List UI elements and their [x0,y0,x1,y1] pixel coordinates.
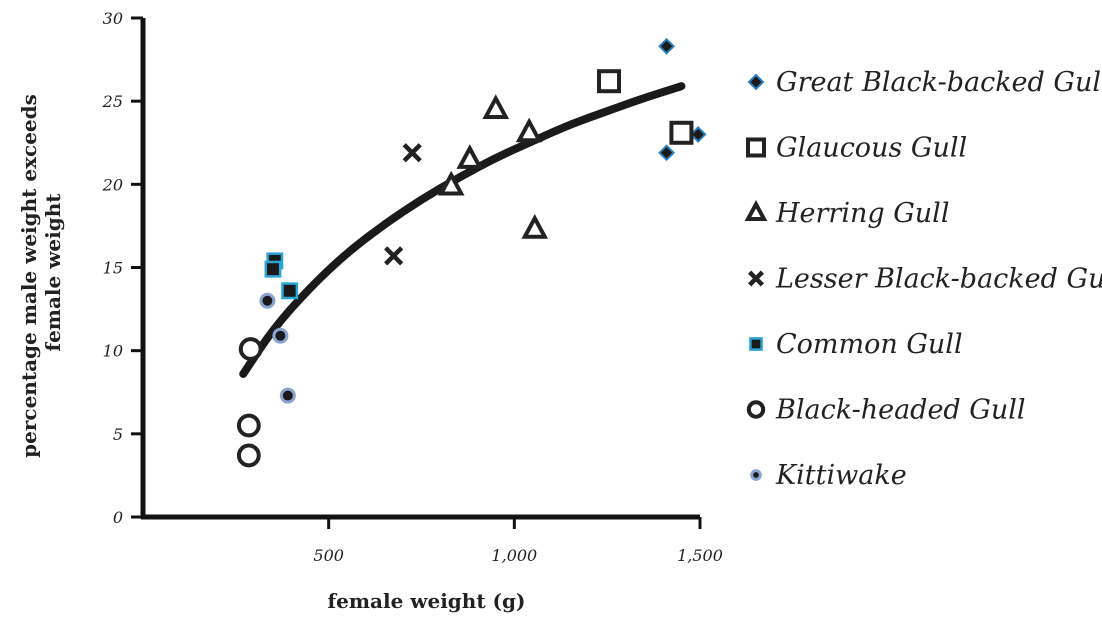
legend-label-herring-gull: Herring Gull [775,198,949,229]
legend-label-common-gull: Common Gull [776,329,963,360]
point-glaucous-gull [597,69,622,94]
legend-marker-great-black-backed-gull [747,73,765,91]
point-black-headed-gull [236,413,261,438]
y-tick-label: 10 [103,342,123,361]
point-black-headed-gull [238,337,263,361]
point-great-black-backed-gull [658,144,675,162]
legend-label-lesser-black-backed-gull: Lesser Black-backed Gull [775,264,1102,295]
x-tick-label: 500 [313,546,344,565]
point-common-gull [264,260,282,278]
data-points [236,37,707,468]
point-black-headed-gull [236,443,261,468]
x-tick-label: 1,500 [677,546,723,565]
point-common-gull [281,282,299,300]
point-lesser-black-backed-gull [384,246,404,266]
point-herring-gull [521,214,549,239]
legend-item-herring-gull: Herring Gull [744,198,949,229]
point-kittiwake [272,327,289,344]
point-kittiwake [279,387,296,404]
trendline [239,82,686,378]
y-tick-label: 5 [113,425,123,444]
legend-label-glaucous-gull: Glaucous Gull [776,133,967,164]
legend-item-glaucous-gull: Glaucous Gull [746,133,967,164]
legend-item-kittiwake: Kittiwake [750,460,907,491]
legend-marker-glaucous-gull [746,137,766,158]
legend-marker-kittiwake [750,469,762,481]
legend-label-kittiwake: Kittiwake [775,460,907,491]
point-herring-gull [482,94,510,119]
point-herring-gull [515,117,543,143]
x-axis-ticks: 500 1,000 1,500 [313,517,723,565]
legend-item-great-black-backed-gull: Great Black-backed Gull [747,67,1102,98]
legend: Great Black-backed Gull Glaucous Gull Herr… [744,67,1102,491]
y-axis-title-line-2: female weight [41,193,65,352]
legend-label-great-black-backed-gull: Great Black-backed Gull [776,67,1102,98]
y-axis-title: percentage male weight exceeds female we… [17,87,65,458]
y-tick-label: 30 [103,9,123,28]
y-axis-title-line-1: percentage male weight exceeds [17,94,41,458]
point-herring-gull [437,170,465,196]
legend-item-lesser-black-backed-gull: Lesser Black-backed Gull [748,264,1102,295]
y-tick-label: 25 [102,92,123,111]
legend-marker-herring-gull [744,199,768,221]
point-lesser-black-backed-gull [402,143,422,163]
legend-marker-black-headed-gull [746,400,766,419]
x-tick-label: 1,000 [491,546,537,565]
legend-marker-lesser-black-backed-gull [748,270,764,287]
point-great-black-backed-gull [658,37,675,55]
y-tick-label: 0 [113,508,123,527]
legend-item-black-headed-gull: Black-headed Gull [746,395,1026,426]
point-kittiwake [259,292,276,309]
y-axis-ticks: 0 5 10 15 20 25 30 [102,9,143,527]
y-tick-label: 20 [102,175,123,194]
point-great-black-backed-gull [689,126,707,143]
point-herring-gull [456,144,484,169]
legend-label-black-headed-gull: Black-headed Gull [775,395,1026,426]
x-axis-title: female weight (g) [328,589,526,613]
legend-item-common-gull: Common Gull [749,329,963,360]
legend-marker-common-gull [749,337,763,351]
point-glaucous-gull [669,120,694,145]
y-tick-label: 15 [103,259,123,278]
